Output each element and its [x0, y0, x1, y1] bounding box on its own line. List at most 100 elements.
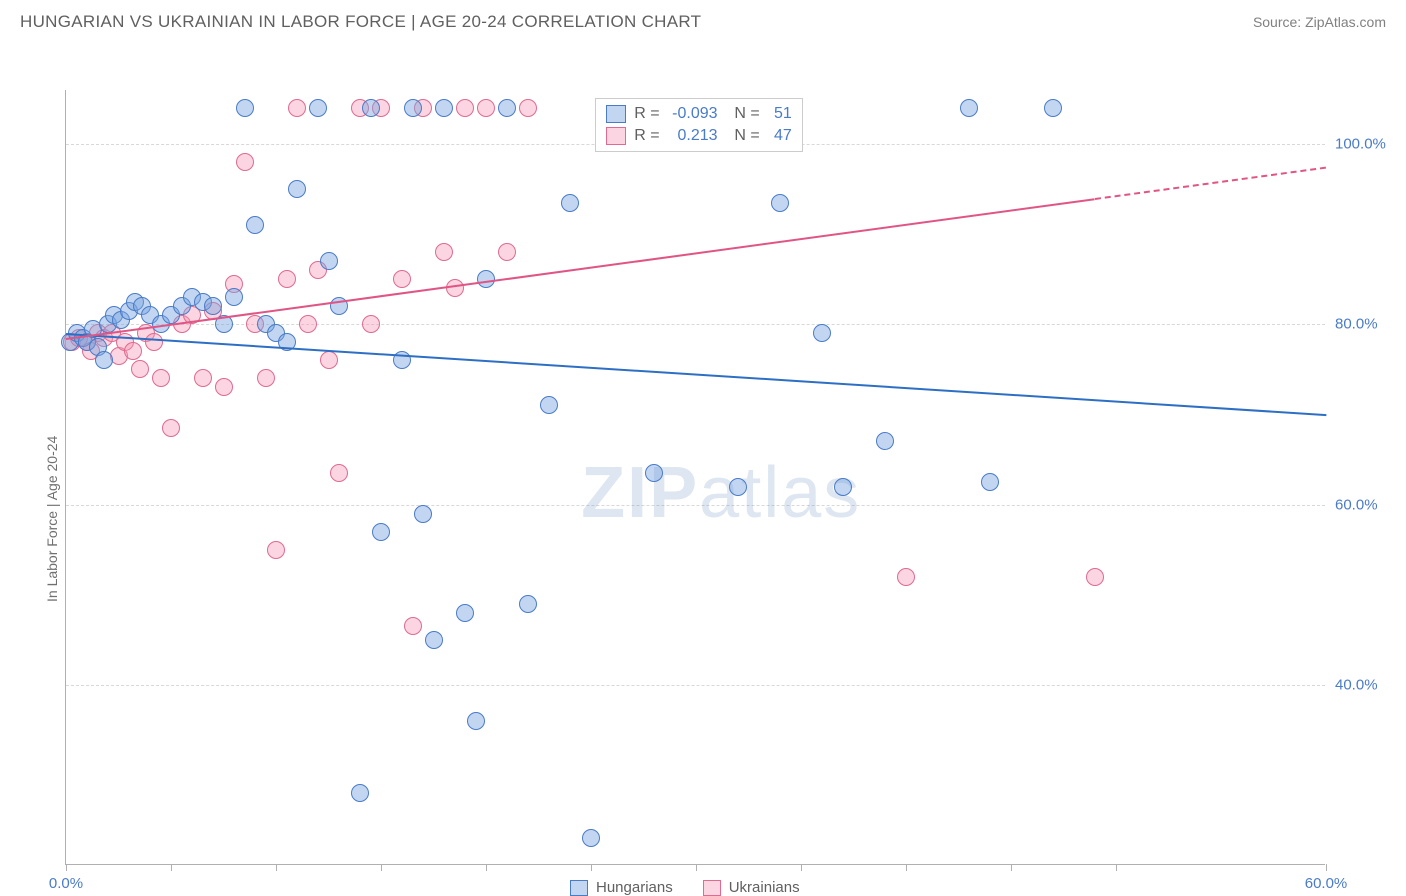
legend-swatch — [703, 880, 721, 896]
data-point — [582, 829, 600, 847]
data-point — [372, 523, 390, 541]
legend-label: Ukrainians — [729, 879, 800, 896]
r-value: -0.093 — [668, 105, 718, 123]
data-point — [145, 333, 163, 351]
data-point — [540, 396, 558, 414]
data-point — [330, 464, 348, 482]
data-point — [236, 99, 254, 117]
data-point — [414, 505, 432, 523]
r-label: R = — [634, 127, 659, 145]
data-point — [124, 342, 142, 360]
data-point — [1044, 99, 1062, 117]
data-point — [446, 279, 464, 297]
data-point — [425, 631, 443, 649]
trend-line — [1095, 167, 1326, 200]
watermark: ZIPatlas — [581, 452, 861, 534]
n-value: 47 — [768, 127, 792, 145]
data-point — [435, 243, 453, 261]
data-point — [1086, 568, 1104, 586]
n-value: 51 — [768, 105, 792, 123]
data-point — [204, 297, 222, 315]
y-tick-label: 80.0% — [1335, 316, 1395, 333]
series-swatch — [606, 127, 626, 145]
data-point — [561, 194, 579, 212]
legend-swatch — [570, 880, 588, 896]
chart-title: HUNGARIAN VS UKRAINIAN IN LABOR FORCE | … — [20, 12, 701, 32]
data-point — [404, 99, 422, 117]
data-point — [152, 369, 170, 387]
data-point — [257, 369, 275, 387]
data-point — [362, 315, 380, 333]
legend-item: Hungarians — [570, 879, 673, 896]
data-point — [729, 478, 747, 496]
gridline-h — [66, 685, 1325, 686]
data-point — [299, 315, 317, 333]
data-point — [288, 180, 306, 198]
data-point — [194, 369, 212, 387]
y-tick-label: 40.0% — [1335, 676, 1395, 693]
data-point — [498, 243, 516, 261]
correlation-stats-box: R =-0.093 N =51R =0.213 N =47 — [595, 98, 803, 152]
trend-line — [66, 333, 1326, 416]
series-swatch — [606, 105, 626, 123]
data-point — [320, 252, 338, 270]
data-point — [362, 99, 380, 117]
data-point — [351, 784, 369, 802]
data-point — [215, 378, 233, 396]
legend: Hungarians Ukrainians — [570, 879, 800, 896]
data-point — [519, 595, 537, 613]
data-point — [897, 568, 915, 586]
x-tick — [696, 864, 697, 871]
data-point — [320, 351, 338, 369]
data-point — [645, 464, 663, 482]
data-point — [477, 99, 495, 117]
data-point — [498, 99, 516, 117]
data-point — [278, 270, 296, 288]
x-tick — [801, 864, 802, 871]
x-tick — [1326, 864, 1327, 871]
x-tick — [1116, 864, 1117, 871]
data-point — [288, 99, 306, 117]
x-tick — [381, 864, 382, 871]
x-tick-label: 60.0% — [1305, 875, 1348, 892]
x-tick — [486, 864, 487, 871]
data-point — [456, 99, 474, 117]
n-label: N = — [726, 105, 760, 123]
r-value: 0.213 — [668, 127, 718, 145]
data-point — [95, 351, 113, 369]
data-point — [309, 99, 327, 117]
data-point — [267, 541, 285, 559]
x-tick — [66, 864, 67, 871]
data-point — [246, 216, 264, 234]
gridline-h — [66, 505, 1325, 506]
data-point — [162, 419, 180, 437]
data-point — [225, 288, 243, 306]
legend-label: Hungarians — [596, 879, 673, 896]
x-tick — [1011, 864, 1012, 871]
data-point — [960, 99, 978, 117]
x-tick — [906, 864, 907, 871]
data-point — [467, 712, 485, 730]
y-axis-label: In Labor Force | Age 20-24 — [44, 435, 60, 601]
data-point — [456, 604, 474, 622]
data-point — [435, 99, 453, 117]
x-tick — [276, 864, 277, 871]
stats-row: R =0.213 N =47 — [606, 125, 792, 147]
data-point — [834, 478, 852, 496]
legend-item: Ukrainians — [703, 879, 800, 896]
stats-row: R =-0.093 N =51 — [606, 103, 792, 125]
y-tick-label: 100.0% — [1335, 136, 1395, 153]
data-point — [876, 432, 894, 450]
plot-area: 40.0%60.0%80.0%100.0%0.0%60.0%In Labor F… — [65, 90, 1325, 865]
data-point — [131, 360, 149, 378]
trend-line — [66, 198, 1095, 340]
data-point — [981, 473, 999, 491]
data-point — [236, 153, 254, 171]
data-point — [519, 99, 537, 117]
x-tick — [171, 864, 172, 871]
x-tick — [591, 864, 592, 871]
x-tick-label: 0.0% — [49, 875, 83, 892]
y-tick-label: 60.0% — [1335, 496, 1395, 513]
data-point — [813, 324, 831, 342]
data-point — [404, 617, 422, 635]
